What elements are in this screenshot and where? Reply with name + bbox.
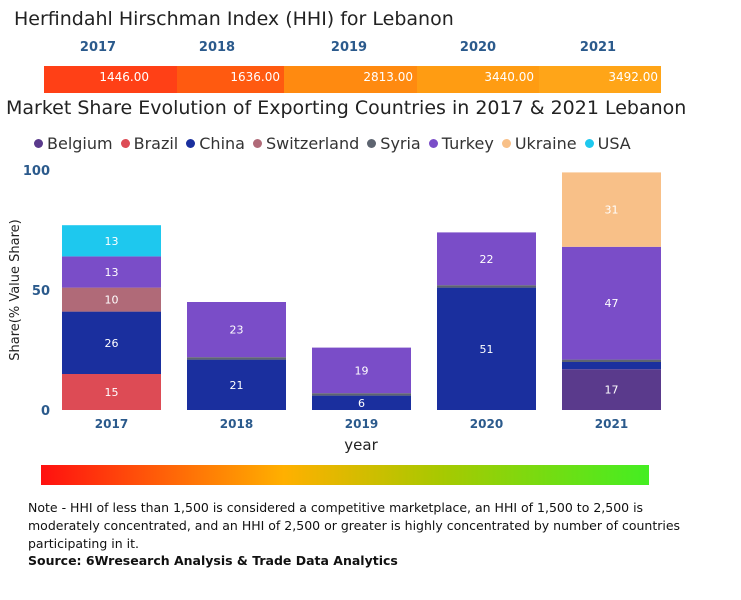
legend-label: Ukraine bbox=[514, 133, 577, 153]
bar-segment-syria-2018 bbox=[187, 357, 286, 360]
legend-dot-icon bbox=[186, 138, 196, 148]
data-label: 51 bbox=[480, 343, 494, 356]
hhi-value-2019: 2813.00 bbox=[363, 70, 413, 84]
legend-dot-icon bbox=[34, 138, 43, 148]
legend-item-turkey[interactable]: Turkey bbox=[428, 133, 494, 153]
legend-item-china[interactable]: China bbox=[186, 134, 245, 153]
bar-segment-china-2020 bbox=[437, 287, 536, 410]
bar-segment-belgium-2021 bbox=[562, 369, 661, 410]
y-tick-label: 0 bbox=[41, 404, 50, 419]
hhi-cell-2019 bbox=[284, 66, 417, 93]
source-text: Source: 6Wresearch Analysis & Trade Data… bbox=[28, 553, 398, 568]
bar-segment-turkey-2018 bbox=[187, 302, 286, 358]
hhi-year-2020: 2020 bbox=[459, 40, 497, 55]
hhi-value-2021: 3492.00 bbox=[608, 70, 658, 84]
chart-title: Market Share Evolution of Exporting Coun… bbox=[6, 97, 687, 119]
hhi-value-2020: 3440.00 bbox=[484, 70, 534, 84]
hhi-cell-2017 bbox=[44, 66, 177, 93]
legend-dot-icon bbox=[584, 138, 594, 148]
hhi-title: Herfindahl Hirschman Index (HHI) for Leb… bbox=[14, 8, 454, 30]
legend-item-syria[interactable]: Syria bbox=[367, 133, 421, 153]
hhi-cell-2018 bbox=[177, 66, 284, 93]
bar-segment-china-2021 bbox=[562, 362, 661, 370]
bar-segment-syria-2020 bbox=[437, 285, 536, 288]
y-tick-label: 100 bbox=[23, 164, 50, 179]
legend-label: Switzerland bbox=[265, 133, 360, 153]
bar-segment-china-2017 bbox=[62, 311, 161, 374]
data-label: 21 bbox=[230, 379, 244, 392]
x-tick-label: 2021 bbox=[595, 417, 628, 431]
hhi-value-2018: 1636.00 bbox=[230, 70, 280, 84]
bar-segment-turkey-2019 bbox=[312, 347, 411, 394]
data-label: 31 bbox=[605, 204, 619, 217]
bar-segment-brazil-2017 bbox=[62, 374, 161, 410]
x-axis-label: year bbox=[344, 436, 378, 454]
y-tick-label: 50 bbox=[32, 284, 50, 299]
stacked-bar-chart: 0 50 100 Share(% Value Share) 2017 2018 2019 20… bbox=[8, 164, 661, 454]
legend-item-belgium[interactable]: Belgium bbox=[34, 134, 113, 153]
bar-segment-turkey-2017 bbox=[62, 256, 161, 288]
legend-label: Turkey bbox=[441, 133, 494, 153]
bar-segment-turkey-2021 bbox=[562, 246, 661, 360]
legend-dot-icon bbox=[252, 138, 262, 148]
legend-dot-icon bbox=[501, 138, 511, 148]
bar-segment-syria-2019 bbox=[312, 393, 411, 396]
data-label: 47 bbox=[605, 297, 619, 310]
legend: Belgium Brazil China Switzerland Syria Turkey… bbox=[34, 132, 639, 154]
x-tick-label: 2018 bbox=[220, 417, 253, 431]
hhi-year-2018: 2018 bbox=[198, 40, 236, 55]
legend-item-switzerland[interactable]: Switzerland bbox=[252, 133, 360, 153]
note-text: Note - HHI of less than 1,500 is conside… bbox=[28, 500, 681, 551]
bar-segment-china-2019 bbox=[312, 395, 411, 410]
legend-item-ukraine[interactable]: Ukraine bbox=[501, 133, 577, 153]
x-tick-label: 2017 bbox=[95, 417, 128, 431]
data-label: 10 bbox=[105, 294, 119, 307]
hhi-year-2017: 2017 bbox=[79, 40, 117, 55]
hhi-year-2019: 2019 bbox=[330, 40, 368, 55]
data-label: 26 bbox=[105, 337, 119, 350]
hhi-strip bbox=[44, 66, 661, 93]
legend-item-brazil[interactable]: Brazil bbox=[120, 133, 179, 153]
bar-segment-ukraine-2021 bbox=[562, 172, 661, 247]
x-tick-label: 2020 bbox=[470, 417, 503, 431]
hhi-value-2017: 1446.00 bbox=[99, 70, 149, 84]
data-label: 23 bbox=[230, 324, 244, 337]
legend-label: Brazil bbox=[133, 133, 179, 153]
hhi-cell-2021 bbox=[539, 66, 661, 93]
data-label: 19 bbox=[355, 364, 369, 377]
data-label: 17 bbox=[605, 384, 619, 397]
bar-segment-china-2018 bbox=[187, 359, 286, 410]
legend-item-usa[interactable]: USA bbox=[584, 133, 631, 153]
legend-label: China bbox=[199, 133, 245, 153]
bar-segment-switzerland-2017 bbox=[62, 287, 161, 312]
legend-label: Belgium bbox=[47, 133, 113, 153]
x-tick-label: 2019 bbox=[345, 417, 378, 431]
hhi-gradient-scale bbox=[41, 465, 649, 485]
data-label: 13 bbox=[105, 266, 119, 279]
legend-dot-icon bbox=[428, 138, 438, 148]
hhi-year-2021: 2021 bbox=[579, 40, 617, 55]
bar-segment-usa-2017 bbox=[62, 225, 161, 257]
legend-label: USA bbox=[597, 133, 631, 153]
legend-dot-icon bbox=[367, 138, 377, 148]
data-label: 13 bbox=[105, 235, 119, 248]
data-label: 22 bbox=[480, 253, 494, 266]
bar-segment-syria-2021 bbox=[562, 359, 661, 362]
legend-dot-icon bbox=[120, 138, 130, 148]
data-label: 15 bbox=[105, 386, 119, 399]
data-label: 6 bbox=[358, 397, 365, 410]
hhi-cell-2020 bbox=[417, 66, 539, 93]
legend-label: Syria bbox=[380, 133, 421, 153]
y-axis-label: Share(% Value Share) bbox=[8, 219, 23, 361]
bar-segment-turkey-2020 bbox=[437, 232, 536, 286]
